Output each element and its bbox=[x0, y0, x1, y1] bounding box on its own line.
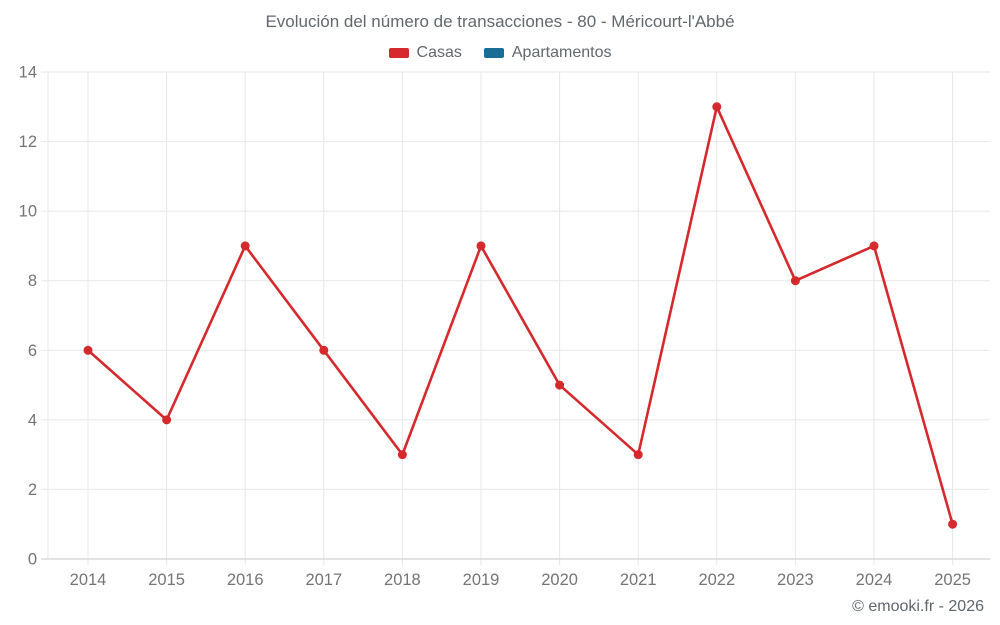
svg-text:10: 10 bbox=[19, 203, 37, 221]
svg-text:2018: 2018 bbox=[384, 571, 421, 589]
svg-text:2015: 2015 bbox=[148, 571, 185, 589]
legend-item-apartamentos[interactable]: Apartamentos bbox=[483, 44, 612, 62]
legend-item-casas[interactable]: Casas bbox=[388, 44, 462, 62]
legend-label-apartamentos: Apartamentos bbox=[511, 44, 612, 61]
svg-text:4: 4 bbox=[28, 411, 37, 429]
gridlines bbox=[41, 71, 990, 565]
casas-series[interactable] bbox=[83, 102, 958, 529]
svg-text:2023: 2023 bbox=[777, 571, 814, 589]
svg-text:14: 14 bbox=[19, 64, 37, 82]
svg-text:2014: 2014 bbox=[70, 571, 107, 589]
svg-text:2: 2 bbox=[28, 481, 37, 499]
footer-credit: © emooki.fr - 2026 bbox=[852, 598, 984, 615]
svg-text:2021: 2021 bbox=[620, 571, 657, 589]
svg-text:2024: 2024 bbox=[856, 571, 893, 589]
svg-text:8: 8 bbox=[28, 272, 37, 290]
casas-swatch-icon bbox=[388, 48, 409, 58]
svg-text:2019: 2019 bbox=[463, 571, 500, 589]
svg-text:2016: 2016 bbox=[227, 571, 264, 589]
page-title: Evolución del número de transacciones - … bbox=[265, 12, 735, 31]
axis-tick-labels: 0 2 4 6 8 10 12 14 2014 2015 2016 2017 2018 2019 2020 2… bbox=[19, 64, 971, 590]
svg-text:6: 6 bbox=[28, 342, 37, 360]
svg-text:2022: 2022 bbox=[698, 571, 735, 589]
apartamentos-swatch-icon bbox=[483, 48, 504, 58]
svg-text:2025: 2025 bbox=[934, 571, 971, 589]
svg-text:2017: 2017 bbox=[305, 571, 342, 589]
svg-text:2020: 2020 bbox=[541, 571, 578, 589]
svg-text:12: 12 bbox=[19, 133, 37, 151]
chart-legend: Casas Apartamentos bbox=[0, 44, 1000, 62]
svg-text:0: 0 bbox=[28, 551, 37, 569]
legend-label-casas: Casas bbox=[416, 44, 462, 61]
